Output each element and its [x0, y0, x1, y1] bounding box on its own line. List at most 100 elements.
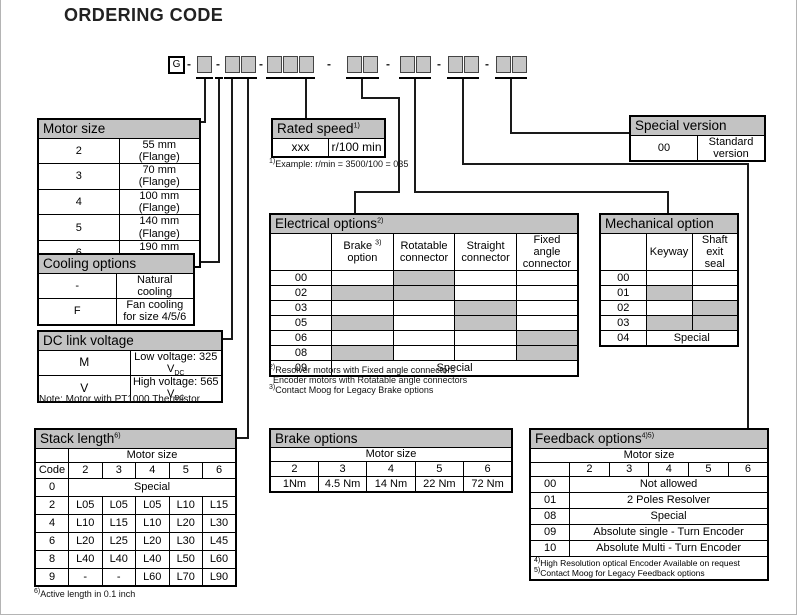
- feedback-footnote: 5)Contact Moog for Legacy Feedback optio…: [534, 566, 705, 578]
- table-row: 5 140 mm (Flange): [37, 214, 201, 241]
- table-row: xxx r/100 min: [271, 137, 386, 158]
- stack-size: 6: [202, 461, 237, 479]
- feedback-code: 09: [529, 523, 571, 541]
- code-underline: [215, 77, 223, 79]
- table-row: - Natural cooling: [37, 272, 195, 300]
- electrical-col-blank: [269, 232, 333, 272]
- motor-size-code: 5: [37, 214, 120, 241]
- brake-size: 3: [317, 461, 368, 478]
- option-cell: [515, 270, 579, 287]
- dc-link-code: V: [37, 375, 131, 403]
- code-box-feedback-2: [464, 56, 479, 73]
- feedback-size: 2: [569, 461, 610, 477]
- table-row: Keyway Shaft exit seal: [599, 232, 739, 272]
- table-row: V High voltage: 565 VDC: [37, 375, 223, 403]
- rated-speed-code: xxx: [271, 137, 329, 158]
- connector-electrical: [354, 191, 356, 214]
- code-underline: [447, 77, 479, 79]
- stack-value: L10: [168, 495, 203, 515]
- table-row: 04 Special: [599, 330, 739, 347]
- stack-value: L20: [68, 531, 103, 551]
- motor-size-code: 2: [37, 137, 120, 165]
- option-cell: [331, 315, 394, 332]
- connector-special-version: [510, 132, 630, 134]
- stack-size: 4: [135, 461, 170, 479]
- table-row: Code 2 3 4 5 6: [34, 461, 237, 479]
- feedback-size: 5: [688, 461, 729, 477]
- table-row: 06: [269, 330, 579, 347]
- table-row: 4 100 mm (Flange): [37, 188, 201, 216]
- stack-value: L25: [101, 531, 136, 551]
- brake-motor-size-header: Motor size: [269, 447, 513, 463]
- option-cell: [691, 285, 739, 302]
- cooling-options-table: Cooling options - Natural cooling F Fan co…: [37, 253, 195, 326]
- motor-size-desc: 55 mm (Flange): [118, 137, 201, 165]
- connector-cooling: [194, 261, 220, 263]
- mechanical-col-header-shaft-seal: Shaft exit seal: [691, 232, 739, 272]
- table-row: 05: [269, 315, 579, 332]
- mechanical-option-table: Mechanical option Keyway Shaft exit seal …: [599, 213, 739, 347]
- connector-feedback: [462, 163, 749, 165]
- mechanical-code: 00: [599, 270, 647, 287]
- stack-value: -: [68, 567, 103, 587]
- option-cell: [515, 285, 579, 302]
- code-dash: -: [187, 57, 191, 71]
- code-box-dc-link: [225, 56, 240, 73]
- table-row: 4)High Resolution optical Encoder Availa…: [529, 555, 769, 581]
- motor-size-table: Motor size 2 55 mm (Flange) 3 70 mm (Flang…: [37, 118, 201, 268]
- option-cell: [454, 270, 517, 287]
- electrical-code: 05: [269, 315, 333, 332]
- stack-value: L60: [202, 549, 237, 569]
- feedback-code: 08: [529, 507, 571, 525]
- connector-cooling: [218, 79, 220, 263]
- mechanical-col-blank: [599, 232, 647, 272]
- brake-size: 6: [463, 461, 513, 478]
- rated-speed-title: Rated speed1): [271, 118, 386, 139]
- special-version-table: Special version 00 Standard version: [629, 115, 766, 163]
- code-prefix-box: G: [168, 56, 185, 74]
- option-cell: [691, 315, 739, 332]
- mechanical-code: 04: [599, 330, 647, 347]
- feedback-title: Feedback options4)5): [529, 428, 769, 449]
- stack-value: L30: [202, 513, 237, 533]
- electrical-col-header-fixed-angle: Fixed angle connector: [515, 232, 579, 272]
- code-dash: -: [437, 57, 441, 71]
- stack-value: L50: [168, 549, 203, 569]
- table-row: 01: [599, 285, 739, 302]
- feedback-motor-size-header: Motor size: [529, 447, 769, 463]
- connector-motor-size: [198, 121, 206, 123]
- connector-stack-length: [236, 437, 249, 439]
- code-box-mechanical-1: [400, 56, 415, 73]
- feedback-code: 00: [529, 475, 571, 493]
- stack-value: L10: [68, 513, 103, 533]
- stack-size: 5: [168, 461, 203, 479]
- table-row: Brake 3) option Rotatable connector Straig…: [269, 232, 579, 272]
- table-row: 02: [269, 285, 579, 302]
- feedback-desc: 2 Poles Resolver: [569, 491, 769, 509]
- option-cell: [331, 285, 394, 302]
- electrical-col-header-straight: Straight connector: [454, 232, 517, 272]
- cooling-title: Cooling options: [37, 253, 195, 274]
- table-row: 00 Standard version: [629, 134, 766, 162]
- electrical-options-table: Electrical options2) Brake 3) option Rota…: [269, 213, 579, 377]
- stack-value: -: [101, 567, 136, 587]
- connector-mechanical: [667, 191, 669, 214]
- motor-size-code: 3: [37, 163, 120, 190]
- feedback-desc: Not allowed: [569, 475, 769, 493]
- option-cell: [392, 315, 456, 332]
- stack-value: L05: [135, 495, 170, 515]
- mechanical-code: 03: [599, 315, 647, 332]
- connector-mechanical: [414, 191, 669, 193]
- cooling-desc: Fan cooling for size 4/5/6: [115, 298, 195, 326]
- code-box-electrical-1: [347, 56, 362, 73]
- option-cell: [454, 345, 517, 362]
- connector-stack-length: [247, 79, 249, 438]
- option-cell: [392, 285, 456, 302]
- table-row: F Fan cooling for size 4/5/6: [37, 298, 195, 326]
- option-cell: [515, 330, 579, 347]
- stack-motor-size-header: Motor size: [68, 447, 237, 463]
- table-row: 6 L20 L25 L20 L30 L45: [34, 531, 237, 551]
